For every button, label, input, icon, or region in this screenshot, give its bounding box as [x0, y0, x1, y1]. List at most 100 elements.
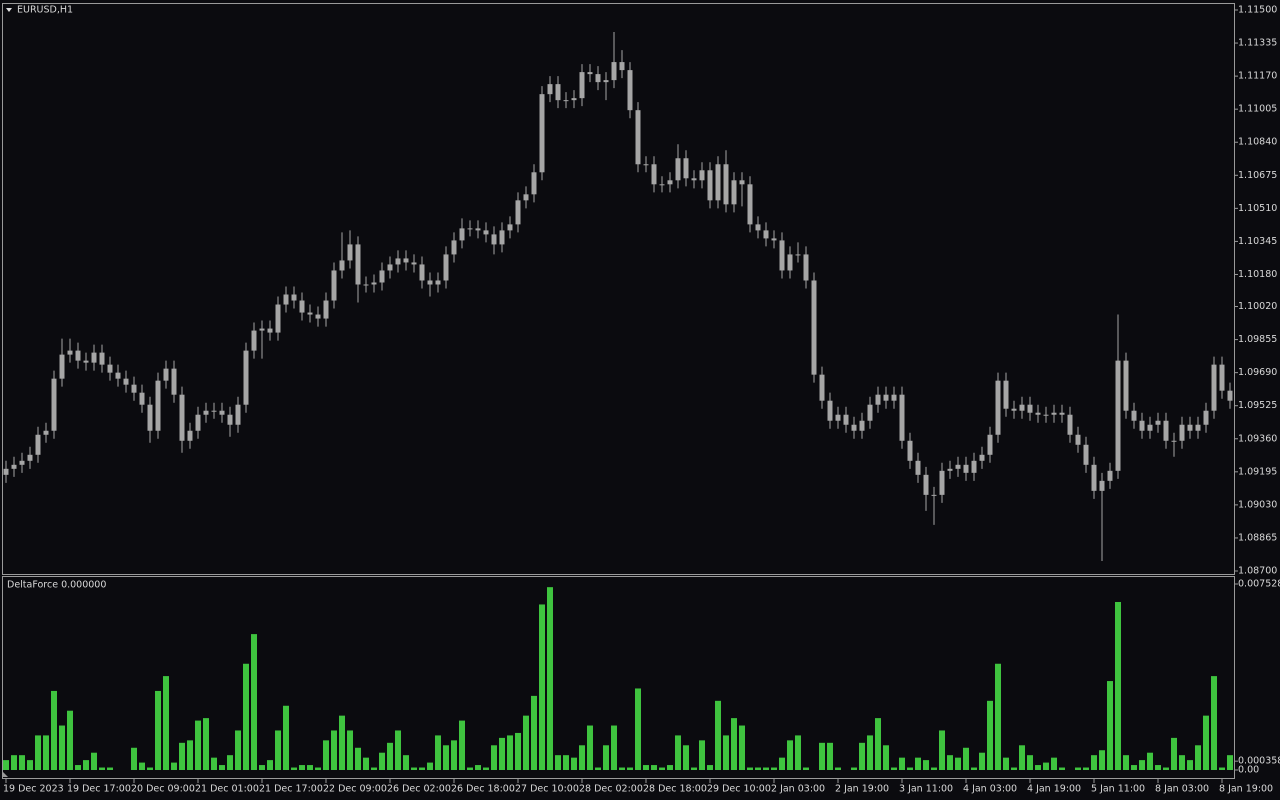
candle-body	[283, 294, 289, 305]
candle-body	[851, 424, 857, 431]
bar	[683, 745, 689, 770]
bar	[483, 767, 489, 770]
bar	[1195, 745, 1201, 770]
y-tick-label: 0.000358	[1238, 756, 1280, 767]
bar	[155, 690, 161, 770]
candle-body	[531, 172, 537, 195]
bar	[67, 710, 73, 770]
candle-body	[723, 164, 729, 205]
x-tick-label: 28 Dec 18:00	[643, 784, 707, 795]
bar	[907, 767, 913, 770]
bar	[171, 762, 177, 770]
candle-body	[811, 280, 817, 375]
candle-body	[1099, 480, 1105, 491]
candle-body	[515, 200, 521, 225]
candle-body	[859, 420, 865, 431]
y-tick-label: 1.09690	[1238, 367, 1277, 378]
candle-body	[1051, 412, 1057, 415]
bar	[275, 730, 281, 770]
bar	[1059, 767, 1065, 770]
candle-body	[995, 380, 1001, 435]
bar	[547, 587, 553, 770]
y-tick-label: 1.11500	[1238, 5, 1277, 16]
bar	[939, 730, 945, 770]
indicator-panel	[2, 576, 1235, 779]
candle-body	[307, 312, 313, 315]
bar	[851, 767, 857, 770]
y-tick-label: 1.08865	[1238, 532, 1277, 543]
bar	[931, 767, 937, 770]
candle-body	[763, 230, 769, 239]
symbol-menu-icon[interactable]	[6, 8, 12, 12]
bar	[1027, 755, 1033, 770]
bar	[531, 695, 537, 770]
bar	[571, 757, 577, 770]
bar	[707, 765, 713, 770]
bar	[371, 767, 377, 770]
bar	[1123, 755, 1129, 770]
candle-body	[179, 394, 185, 441]
candle-body	[795, 254, 801, 256]
bar	[891, 767, 897, 770]
corner-marker	[3, 772, 8, 777]
bar	[195, 720, 201, 770]
candle-body	[435, 280, 441, 285]
bar	[323, 740, 329, 770]
bar	[1019, 745, 1025, 770]
candle-body	[3, 468, 9, 475]
bar	[651, 765, 657, 770]
candle-body	[411, 262, 417, 265]
candle-body	[483, 230, 489, 235]
bar	[315, 767, 321, 770]
bar	[267, 760, 273, 770]
candle-body	[659, 184, 665, 186]
bar	[1219, 767, 1225, 770]
bar	[827, 742, 833, 770]
y-tick-label: 0.00	[1238, 765, 1259, 776]
bar	[51, 690, 57, 770]
bar	[1115, 601, 1121, 770]
bar	[507, 735, 513, 770]
bar	[859, 742, 865, 770]
candle-body	[987, 434, 993, 455]
y-tick-label: 1.08700	[1238, 566, 1277, 577]
y-tick-label: 1.09195	[1238, 466, 1277, 477]
candle-body	[1155, 420, 1161, 425]
bar	[459, 720, 465, 770]
candle-body	[403, 258, 409, 263]
candle-body	[1075, 434, 1081, 445]
x-tick-label: 5 Jan 11:00	[1091, 784, 1145, 795]
candle-body	[59, 354, 65, 379]
x-tick-label: 4 Jan 19:00	[1027, 784, 1081, 795]
bar	[1043, 762, 1049, 770]
candle-body	[171, 368, 177, 395]
candle-body	[211, 410, 217, 412]
candle-body	[915, 460, 921, 475]
bar	[747, 767, 753, 770]
candle-body	[227, 414, 233, 425]
candle-body	[947, 468, 953, 471]
bar	[107, 767, 113, 770]
bar	[11, 755, 17, 770]
y-tick-label: 0.007528	[1238, 579, 1280, 590]
candle-body	[555, 84, 561, 101]
x-tick-label: 2 Jan 03:00	[771, 784, 825, 795]
x-tick-label: 21 Dec 17:00	[259, 784, 323, 795]
bar	[875, 718, 881, 770]
candle-body	[451, 240, 457, 255]
bar	[187, 740, 193, 770]
candle-body	[19, 460, 25, 465]
x-tick-label: 26 Dec 02:00	[387, 784, 451, 795]
candle-body	[955, 464, 961, 469]
candle-body	[779, 240, 785, 271]
x-tick-label: 21 Dec 01:00	[195, 784, 259, 795]
candle-body	[1011, 408, 1017, 411]
candle-body	[635, 110, 641, 165]
candle-body	[219, 410, 225, 415]
bar	[411, 767, 417, 770]
bar	[795, 735, 801, 770]
candle-body	[1083, 444, 1089, 465]
candle-body	[643, 164, 649, 166]
bar	[147, 767, 153, 770]
